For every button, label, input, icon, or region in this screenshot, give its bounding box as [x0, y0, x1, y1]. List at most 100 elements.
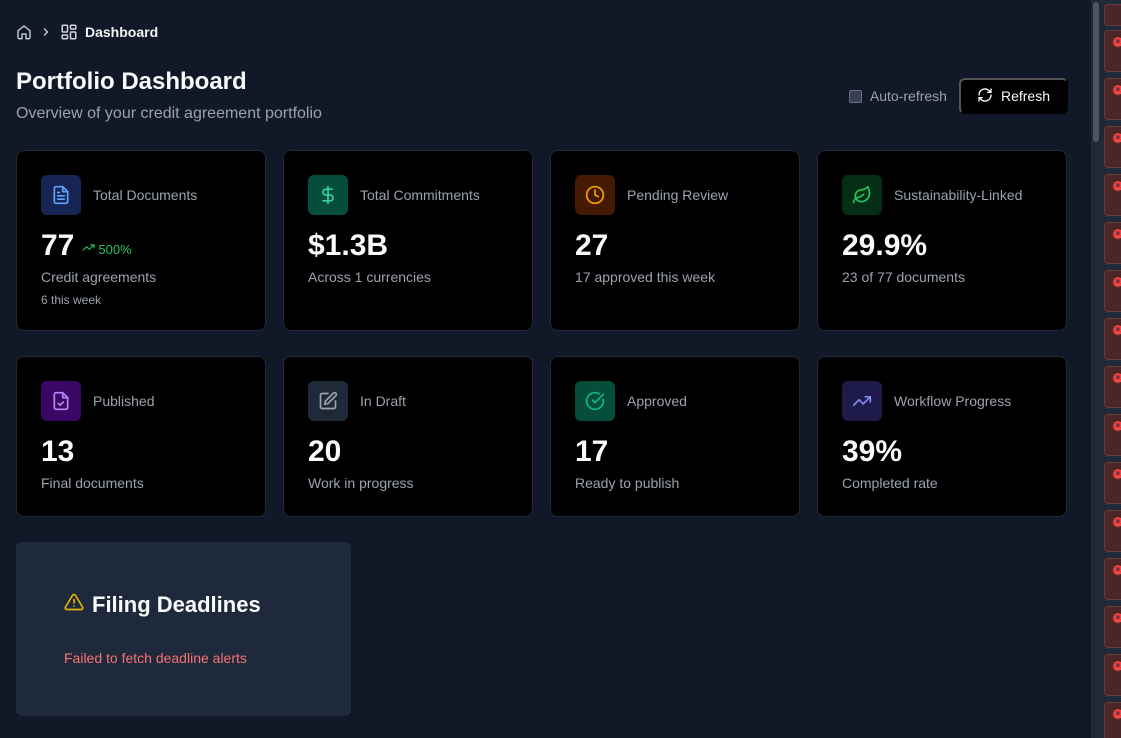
- trend-value: 500%: [98, 241, 132, 257]
- error-icon: ×: [1113, 277, 1121, 287]
- main-content: Dashboard Portfolio Dashboard Overview o…: [16, 22, 1068, 716]
- notification-item[interactable]: [1104, 4, 1121, 26]
- stat-value: 13: [41, 435, 75, 468]
- stat-label: Workflow Progress: [894, 393, 1012, 409]
- notification-item[interactable]: ×: [1104, 126, 1121, 168]
- notification-item[interactable]: ×: [1104, 462, 1121, 504]
- stat-value: 39%: [842, 435, 903, 468]
- filing-deadlines-title: Filing Deadlines: [64, 592, 261, 618]
- error-icon: ×: [1113, 133, 1121, 143]
- document-icon: [41, 175, 81, 215]
- error-icon: ×: [1113, 709, 1121, 719]
- notification-item[interactable]: ×: [1104, 366, 1121, 408]
- refresh-icon: [977, 87, 993, 106]
- stat-value-row: 77 500%: [41, 229, 132, 263]
- stat-value: 27: [575, 229, 609, 262]
- stat-value: 77: [41, 229, 75, 262]
- notification-item[interactable]: ×: [1104, 270, 1121, 312]
- stat-value: $1.3B: [308, 229, 389, 262]
- grid-icon: [60, 23, 78, 41]
- error-icon: ×: [1113, 469, 1121, 479]
- stat-description: 17 approved this week: [575, 269, 716, 285]
- stat-card-approved: Approved 17 Ready to publish: [550, 356, 800, 517]
- breadcrumb: Dashboard: [16, 22, 158, 42]
- stat-description: Work in progress: [308, 475, 414, 491]
- error-icon: ×: [1113, 37, 1121, 47]
- stat-subtext: 6 this week: [41, 293, 102, 307]
- stat-card-pending-review: Pending Review 27 17 approved this week: [550, 150, 800, 331]
- error-icon: ×: [1113, 373, 1121, 383]
- dollar-icon: [308, 175, 348, 215]
- stat-description: Ready to publish: [575, 475, 680, 491]
- notification-item[interactable]: ×: [1104, 222, 1121, 264]
- scrollbar-thumb[interactable]: [1093, 2, 1099, 142]
- stat-label: Published: [93, 393, 155, 409]
- stat-description: Across 1 currencies: [308, 269, 431, 285]
- notification-item[interactable]: ×: [1104, 558, 1121, 600]
- leaf-icon: [842, 175, 882, 215]
- stat-description: Credit agreements: [41, 269, 157, 285]
- stat-card-published: Published 13 Final documents: [16, 356, 266, 517]
- stat-value: 20: [308, 435, 342, 468]
- breadcrumb-current[interactable]: Dashboard: [60, 23, 158, 41]
- error-icon: ×: [1113, 229, 1121, 239]
- stat-card-total-documents: Total Documents 77 500% Credit agreement…: [16, 150, 266, 331]
- trending-up-icon: [82, 241, 95, 257]
- error-icon: ×: [1113, 565, 1121, 575]
- stat-label: Pending Review: [627, 187, 729, 203]
- error-icon: ×: [1113, 421, 1121, 431]
- auto-refresh-label: Auto-refresh: [869, 88, 947, 104]
- header-actions: Auto-refresh Refresh: [848, 78, 1068, 114]
- stat-label: Total Commitments: [360, 187, 480, 203]
- stat-value: 17: [575, 435, 609, 468]
- filing-deadlines-title-text: Filing Deadlines: [92, 592, 261, 617]
- stat-label: Total Documents: [93, 187, 198, 203]
- notification-item[interactable]: ×: [1104, 510, 1121, 552]
- chevron-right-icon: [40, 26, 52, 38]
- trending-up-icon: [842, 381, 882, 421]
- notification-item[interactable]: ×: [1104, 654, 1121, 696]
- page-subtitle: Overview of your credit agreement portfo…: [16, 105, 322, 122]
- home-icon[interactable]: [16, 24, 32, 40]
- refresh-button[interactable]: Refresh: [958, 78, 1068, 114]
- stat-description: Final documents: [41, 475, 144, 491]
- stat-value: 29.9%: [842, 229, 928, 262]
- error-icon: ×: [1113, 85, 1121, 95]
- stat-description: Completed rate: [842, 475, 938, 491]
- stat-card-in-draft: In Draft 20 Work in progress: [283, 356, 533, 517]
- auto-refresh-toggle[interactable]: Auto-refresh: [848, 88, 947, 104]
- warning-icon: [64, 592, 84, 618]
- edit-icon: [308, 381, 348, 421]
- error-message: Failed to fetch deadline alerts: [64, 650, 247, 666]
- notification-item[interactable]: ×: [1104, 318, 1121, 360]
- notification-item[interactable]: ×: [1104, 174, 1121, 216]
- error-icon: ×: [1113, 517, 1121, 527]
- check-circle-icon: [575, 381, 615, 421]
- file-check-icon: [41, 381, 81, 421]
- stat-label: In Draft: [360, 393, 406, 409]
- notification-item[interactable]: ×: [1104, 414, 1121, 456]
- stat-card-total-commitments: Total Commitments $1.3B Across 1 currenc…: [283, 150, 533, 331]
- page-scrollbar[interactable]: [1091, 0, 1101, 738]
- clock-icon: [575, 175, 615, 215]
- refresh-label: Refresh: [1000, 88, 1050, 104]
- notification-item[interactable]: ×: [1104, 78, 1121, 120]
- breadcrumb-current-label: Dashboard: [85, 24, 159, 40]
- notification-item[interactable]: ×: [1104, 30, 1121, 72]
- notification-rail: × × × × × × × × × × × × × × ×: [1101, 0, 1121, 738]
- notification-item[interactable]: ×: [1104, 702, 1121, 738]
- error-icon: ×: [1113, 613, 1121, 623]
- stat-label: Sustainability-Linked: [894, 187, 1023, 203]
- stat-card-workflow-progress: Workflow Progress 39% Completed rate: [817, 356, 1067, 517]
- error-icon: ×: [1113, 661, 1121, 671]
- auto-refresh-checkbox[interactable]: [848, 89, 862, 103]
- stat-description: 23 of 77 documents: [842, 269, 965, 285]
- page-title: Portfolio Dashboard: [16, 68, 247, 95]
- stat-card-sustainability-linked: Sustainability-Linked 29.9% 23 of 77 doc…: [817, 150, 1067, 331]
- notification-item[interactable]: ×: [1104, 606, 1121, 648]
- error-icon: ×: [1113, 325, 1121, 335]
- stat-label: Approved: [627, 393, 687, 409]
- trend-badge: 500%: [82, 241, 132, 257]
- filing-deadlines-panel: Filing Deadlines Failed to fetch deadlin…: [16, 542, 351, 716]
- error-icon: ×: [1113, 181, 1121, 191]
